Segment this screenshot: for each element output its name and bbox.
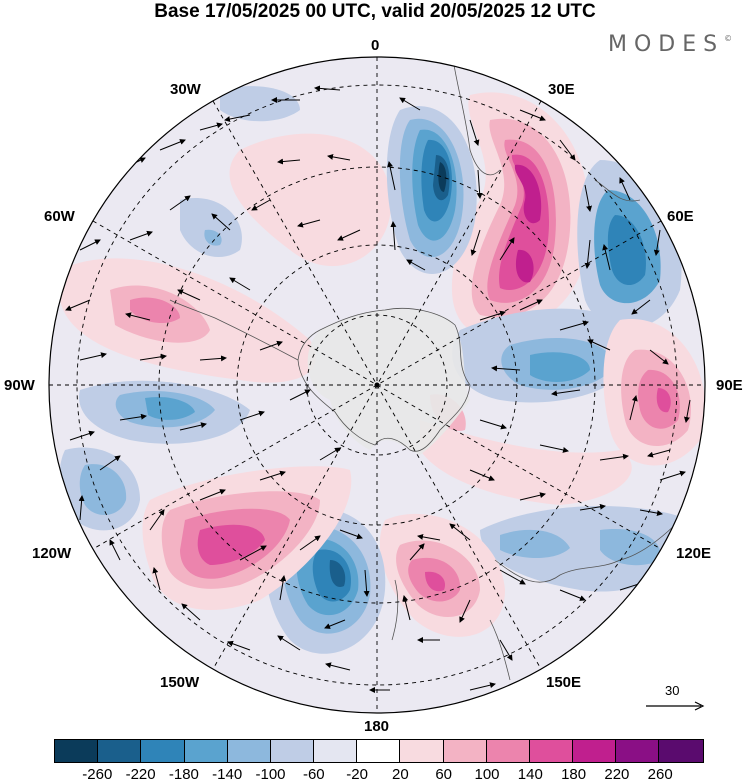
lon-label-60e: 60E — [667, 208, 694, 225]
map-title: Base 17/05/2025 00 UTC, valid 20/05/2025… — [154, 1, 596, 22]
color-scale-tick-label: -100 — [255, 766, 286, 783]
color-swatch — [529, 740, 574, 762]
color-scale-tick-label: -20 — [346, 766, 368, 783]
color-swatch — [184, 740, 228, 762]
anomaly-pos — [197, 524, 265, 565]
lon-label-90e: 90E — [716, 377, 743, 394]
reference-vector-arrow — [646, 701, 705, 711]
anomaly-neg — [220, 86, 300, 122]
anomaly-pos — [656, 388, 671, 413]
anomaly-pos — [420, 420, 632, 505]
anomaly-neg — [180, 198, 242, 258]
anomaly-neg — [438, 162, 447, 192]
color-scale-tick-label: 140 — [517, 766, 543, 783]
lon-label-150w: 150W — [160, 674, 200, 691]
color-swatch — [314, 740, 358, 762]
color-scale-tick-label: 60 — [435, 766, 453, 783]
lon-label-120e: 120E — [676, 545, 712, 562]
color-swatch — [659, 740, 703, 762]
reference-vector-label: 30 — [665, 683, 680, 698]
color-swatch — [141, 740, 185, 762]
color-scale-tick-label: -260 — [82, 766, 113, 783]
anomaly-pos — [425, 571, 446, 592]
coastlines — [169, 57, 681, 681]
lon-label-150e: 150E — [546, 674, 582, 691]
lon-label-90w: 90W — [4, 377, 35, 394]
anomaly-field — [49, 57, 705, 713]
anomaly-neg — [500, 529, 570, 558]
color-scale-tick-label: 20 — [392, 766, 409, 783]
anomaly-pos — [514, 164, 542, 224]
color-swatch — [270, 740, 315, 762]
anomaly-neg — [600, 529, 661, 566]
anomaly-neg — [204, 229, 222, 246]
color-swatch — [443, 740, 487, 762]
color-swatch — [357, 740, 401, 762]
lon-label-180: 180 — [364, 718, 390, 735]
anomaly-neg — [530, 352, 590, 382]
brand-mark: © — [724, 34, 733, 43]
color-scale-tick-label: -60 — [302, 766, 325, 783]
color-scale-tick-label: 260 — [647, 766, 673, 783]
color-swatch — [227, 740, 271, 762]
lon-label-120w: 120W — [32, 545, 72, 562]
color-scale-tick-label: -180 — [168, 766, 199, 783]
lon-label-60w: 60W — [44, 208, 75, 225]
wind-arrows — [65, 85, 691, 693]
anomaly-neg — [607, 215, 646, 286]
color-swatch — [573, 740, 617, 762]
color-scale-tick-label: -220 — [125, 766, 156, 783]
color-swatch — [616, 740, 660, 762]
anomaly-neg — [329, 560, 346, 587]
anomaly-neg — [480, 506, 692, 592]
color-scale-tick-label: 180 — [561, 766, 587, 783]
modes-logo: MODES© — [608, 32, 732, 57]
brand-name: MODES — [608, 32, 725, 57]
color-swatch — [400, 740, 444, 762]
south-pole-marker — [374, 382, 380, 388]
color-swatch — [55, 740, 99, 762]
color-swatch — [486, 740, 530, 762]
map-boundary — [48, 56, 706, 714]
lon-label-30e: 30E — [548, 81, 575, 98]
antarctica-land — [307, 309, 470, 455]
anomaly-pos — [515, 249, 534, 283]
color-scale-tick-label: 100 — [474, 766, 500, 783]
color-scale-tick-label: -140 — [212, 766, 243, 783]
anomaly-neg — [145, 396, 195, 420]
anomaly-pos — [130, 297, 180, 324]
color-swatch — [98, 740, 142, 762]
lon-label-0: 0 — [371, 37, 380, 54]
color-scale-bar — [54, 739, 704, 763]
anomaly-pos — [229, 133, 392, 267]
color-scale-tick-label: 220 — [604, 766, 630, 783]
color-scale-labels: -260 -220 -180 -140 -100 -60 -20 20 60 100 140 180 2… — [0, 766, 750, 784]
lon-label-30w: 30W — [170, 81, 201, 98]
